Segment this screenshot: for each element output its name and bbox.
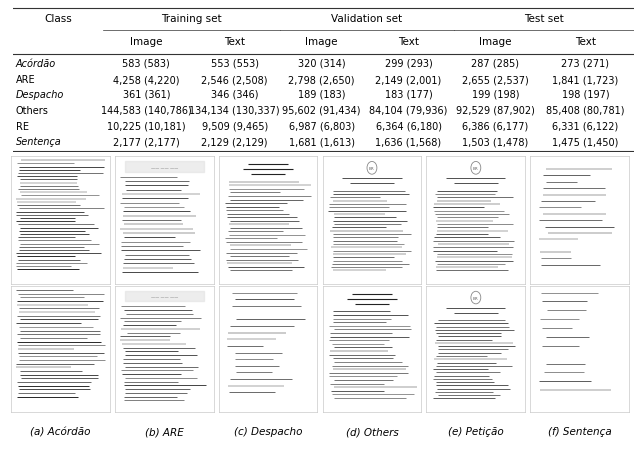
Text: 9,509 (9,465): 9,509 (9,465): [202, 121, 268, 131]
Text: 6,331 (6,122): 6,331 (6,122): [552, 121, 619, 131]
Text: BR: BR: [369, 167, 375, 171]
Text: (d) Others: (d) Others: [346, 426, 398, 436]
Text: (e) Petição: (e) Petição: [448, 426, 504, 436]
Text: 198 (197): 198 (197): [562, 90, 609, 100]
Text: 2,177 (2,177): 2,177 (2,177): [113, 137, 180, 147]
Text: 183 (177): 183 (177): [385, 90, 433, 100]
Text: 10,225 (10,181): 10,225 (10,181): [107, 121, 186, 131]
Text: (a) Acórdão: (a) Acórdão: [30, 426, 90, 436]
Text: 134,134 (130,337): 134,134 (130,337): [189, 105, 280, 115]
Text: RE: RE: [16, 121, 29, 131]
Text: Test set: Test set: [524, 14, 563, 24]
Text: Text: Text: [398, 36, 419, 46]
Text: 92,529 (87,902): 92,529 (87,902): [456, 105, 535, 115]
Text: BR: BR: [473, 296, 479, 300]
Text: 1,681 (1,613): 1,681 (1,613): [289, 137, 355, 147]
Text: ARE: ARE: [16, 75, 36, 85]
Text: 84,104 (79,936): 84,104 (79,936): [369, 105, 448, 115]
Text: (c) Despacho: (c) Despacho: [234, 426, 302, 436]
Text: Others: Others: [16, 105, 49, 115]
Text: —— —— ——: —— —— ——: [150, 295, 178, 298]
Text: 346 (346): 346 (346): [211, 90, 259, 100]
Text: Image: Image: [479, 36, 512, 46]
Text: 299 (293): 299 (293): [385, 59, 433, 69]
Text: Image: Image: [130, 36, 163, 46]
Text: 1,503 (1,478): 1,503 (1,478): [462, 137, 529, 147]
Text: 1,636 (1,568): 1,636 (1,568): [376, 137, 442, 147]
Text: (b) ARE: (b) ARE: [145, 426, 184, 436]
Text: 95,602 (91,434): 95,602 (91,434): [282, 105, 361, 115]
Text: Class: Class: [44, 14, 72, 24]
Text: Text: Text: [575, 36, 596, 46]
Text: BR: BR: [473, 167, 479, 171]
Text: 361 (361): 361 (361): [122, 90, 170, 100]
Text: 2,798 (2,650): 2,798 (2,650): [289, 75, 355, 85]
Text: 273 (271): 273 (271): [561, 59, 609, 69]
Text: 189 (183): 189 (183): [298, 90, 346, 100]
Text: Image: Image: [305, 36, 338, 46]
Text: 1,841 (1,723): 1,841 (1,723): [552, 75, 619, 85]
Text: 583 (583): 583 (583): [122, 59, 170, 69]
Text: 85,408 (80,781): 85,408 (80,781): [546, 105, 625, 115]
Text: 6,364 (6,180): 6,364 (6,180): [376, 121, 442, 131]
Text: Despacho: Despacho: [16, 90, 64, 100]
Text: 320 (314): 320 (314): [298, 59, 346, 69]
Text: 1,475 (1,450): 1,475 (1,450): [552, 137, 619, 147]
Text: 6,386 (6,177): 6,386 (6,177): [462, 121, 529, 131]
Text: 2,149 (2,001): 2,149 (2,001): [376, 75, 442, 85]
Text: 4,258 (4,220): 4,258 (4,220): [113, 75, 180, 85]
Text: Text: Text: [224, 36, 245, 46]
Text: (f) Sentença: (f) Sentença: [548, 426, 612, 436]
Text: 2,546 (2,508): 2,546 (2,508): [202, 75, 268, 85]
Text: 2,129 (2,129): 2,129 (2,129): [202, 137, 268, 147]
Text: —— —— ——: —— —— ——: [150, 165, 178, 169]
Text: 199 (198): 199 (198): [472, 90, 519, 100]
Text: 553 (553): 553 (553): [211, 59, 259, 69]
Text: 287 (285): 287 (285): [472, 59, 520, 69]
Text: Sentença: Sentença: [16, 137, 61, 147]
Text: 6,987 (6,803): 6,987 (6,803): [289, 121, 355, 131]
Text: 144,583 (140,786): 144,583 (140,786): [101, 105, 191, 115]
Text: Training set: Training set: [161, 14, 221, 24]
Text: Acórdão: Acórdão: [16, 59, 56, 69]
Text: 2,655 (2,537): 2,655 (2,537): [462, 75, 529, 85]
Text: Validation set: Validation set: [331, 14, 402, 24]
